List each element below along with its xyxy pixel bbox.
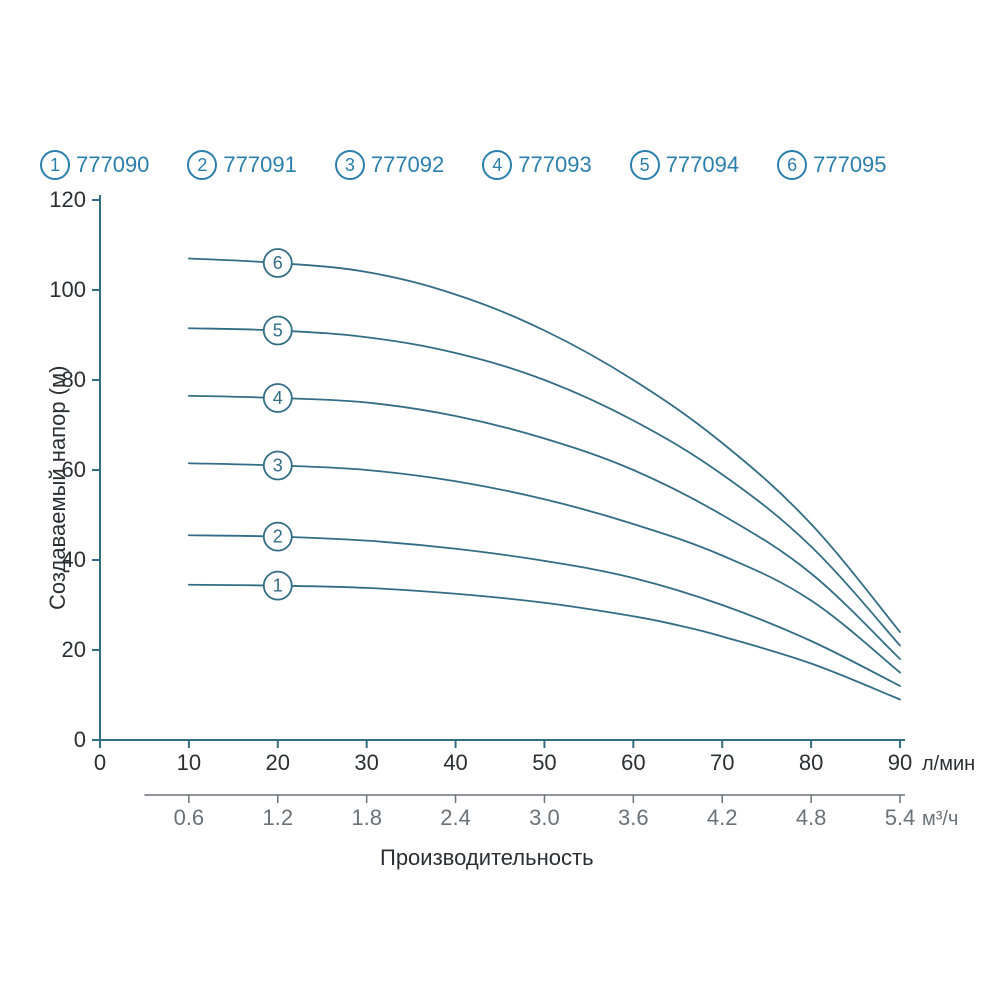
legend-circle-3: 3: [335, 150, 365, 180]
chart-container: 1777090277709137770924777093577709467770…: [0, 0, 1000, 1000]
x-tick-label-secondary: 0.6: [174, 805, 205, 830]
series-marker-label-4: 4: [273, 388, 283, 408]
legend-circle-1: 1: [40, 150, 70, 180]
y-axis-label: Создаваемый напор (м): [45, 366, 71, 610]
x-unit-primary: л/мин: [922, 753, 975, 775]
series-line-5: [189, 328, 900, 645]
x-tick-label-primary: 90: [888, 750, 912, 775]
y-tick-label: 0: [74, 727, 86, 752]
series-line-2: [189, 535, 900, 686]
legend-item-2: 2777091: [187, 150, 296, 180]
x-tick-label-primary: 30: [354, 750, 378, 775]
legend-label-3: 777092: [371, 152, 444, 178]
legend-label-1: 777090: [76, 152, 149, 178]
legend-circle-4: 4: [482, 150, 512, 180]
x-tick-label-secondary: 1.8: [351, 805, 382, 830]
series-line-3: [189, 463, 900, 672]
legend-item-5: 5777094: [630, 150, 739, 180]
x-axis-label: Производительность: [380, 845, 594, 871]
x-tick-label-primary: 0: [94, 750, 106, 775]
x-tick-label-primary: 40: [443, 750, 467, 775]
x-tick-label-primary: 80: [799, 750, 823, 775]
series-marker-label-5: 5: [273, 321, 283, 341]
series-marker-label-2: 2: [273, 527, 283, 547]
x-tick-label-primary: 50: [532, 750, 556, 775]
y-tick-label: 100: [49, 277, 86, 302]
legend-circle-5: 5: [630, 150, 660, 180]
series-line-1: [189, 585, 900, 700]
x-tick-label-secondary: 4.2: [707, 805, 738, 830]
legend-label-4: 777093: [518, 152, 591, 178]
x-unit-secondary: м³/ч: [922, 808, 958, 830]
legend-item-1: 1777090: [40, 150, 149, 180]
legend-circle-2: 2: [187, 150, 217, 180]
x-tick-label-secondary: 4.8: [796, 805, 827, 830]
x-tick-label-secondary: 3.6: [618, 805, 649, 830]
legend-label-5: 777094: [666, 152, 739, 178]
y-tick-label: 20: [62, 637, 86, 662]
series-marker-label-6: 6: [273, 253, 283, 273]
x-tick-label-primary: 10: [177, 750, 201, 775]
series-marker-label-3: 3: [273, 456, 283, 476]
series-line-4: [189, 396, 900, 659]
x-tick-label-secondary: 3.0: [529, 805, 560, 830]
series-line-6: [189, 259, 900, 633]
legend: 1777090277709137770924777093577709467770…: [40, 150, 887, 180]
x-tick-label-primary: 20: [266, 750, 290, 775]
legend-label-2: 777091: [223, 152, 296, 178]
x-tick-label-secondary: 1.2: [262, 805, 293, 830]
y-tick-label: 120: [49, 187, 86, 212]
legend-label-6: 777095: [813, 152, 886, 178]
series-marker-label-1: 1: [273, 576, 283, 596]
x-tick-label-secondary: 2.4: [440, 805, 471, 830]
x-tick-label-primary: 70: [710, 750, 734, 775]
legend-item-4: 4777093: [482, 150, 591, 180]
legend-item-6: 6777095: [777, 150, 886, 180]
legend-circle-6: 6: [777, 150, 807, 180]
legend-item-3: 3777092: [335, 150, 444, 180]
x-tick-label-primary: 60: [621, 750, 645, 775]
x-tick-label-secondary: 5.4: [885, 805, 916, 830]
